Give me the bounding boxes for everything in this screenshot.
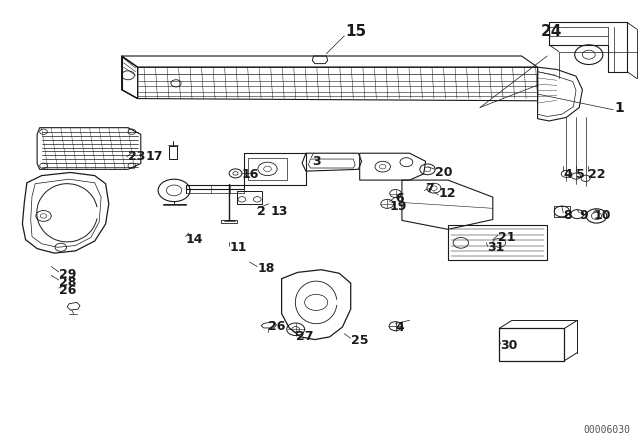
Text: 12: 12	[438, 187, 456, 200]
Text: 5: 5	[576, 168, 585, 181]
Text: 20: 20	[435, 166, 452, 179]
Text: 9: 9	[579, 208, 588, 222]
Text: 17: 17	[146, 150, 163, 164]
Text: 24: 24	[541, 24, 562, 39]
Text: 31: 31	[488, 241, 505, 254]
Text: 4: 4	[563, 168, 572, 181]
Text: 7: 7	[426, 181, 435, 195]
Text: 13: 13	[270, 205, 287, 218]
Text: 29: 29	[59, 267, 76, 281]
Text: 4: 4	[396, 320, 404, 334]
Bar	[237, 191, 262, 204]
Text: 11: 11	[229, 241, 246, 254]
Text: 25: 25	[351, 334, 368, 347]
Text: 8: 8	[563, 208, 572, 222]
Text: 16: 16	[242, 168, 259, 181]
Text: 6: 6	[396, 191, 404, 205]
Bar	[248, 158, 287, 180]
Text: 10: 10	[593, 208, 611, 222]
Text: 15: 15	[346, 24, 367, 39]
Text: 14: 14	[186, 233, 203, 246]
Bar	[554, 206, 570, 217]
Text: 26: 26	[59, 284, 76, 297]
Text: 3: 3	[312, 155, 321, 168]
Text: 26: 26	[268, 319, 285, 333]
Text: 1: 1	[614, 100, 624, 115]
Text: 00006030: 00006030	[584, 426, 630, 435]
Text: 30: 30	[500, 339, 518, 353]
Text: 21: 21	[498, 231, 515, 244]
Bar	[169, 146, 177, 159]
Bar	[499, 328, 564, 361]
Text: 23: 23	[128, 150, 145, 164]
Text: 18: 18	[257, 262, 275, 276]
Text: 19: 19	[389, 199, 406, 213]
Text: 27: 27	[296, 330, 313, 344]
Text: 28: 28	[59, 276, 76, 289]
Text: 22: 22	[588, 168, 605, 181]
Bar	[221, 220, 237, 223]
Text: 2: 2	[257, 205, 266, 218]
